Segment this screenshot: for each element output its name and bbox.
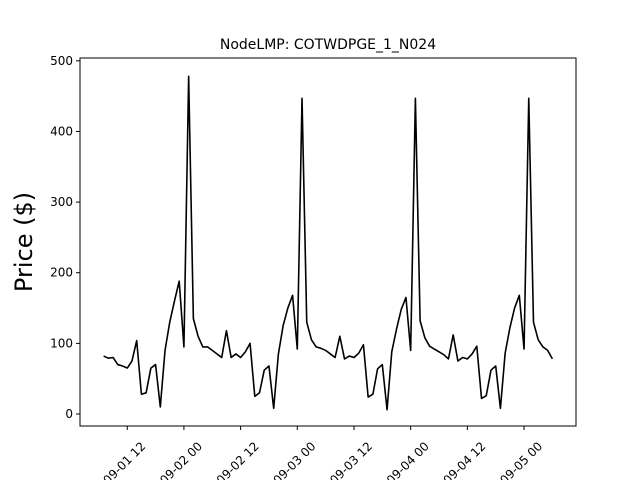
x-tick-label: 09-05 00 bbox=[497, 439, 545, 480]
x-tick-label: 09-04 00 bbox=[384, 439, 432, 480]
y-tick-label: 300 bbox=[50, 195, 73, 209]
y-tick-label: 100 bbox=[50, 336, 73, 350]
y-tick-label: 0 bbox=[65, 407, 73, 421]
plot-frame bbox=[79, 57, 577, 427]
y-tick-label: 500 bbox=[50, 54, 73, 68]
y-tick-label: 400 bbox=[50, 124, 73, 138]
x-tick-label: 09-04 12 bbox=[440, 439, 488, 480]
x-tick-label: 09-02 12 bbox=[214, 439, 262, 480]
chart-title: NodeLMP: COTWDPGE_1_N024 bbox=[220, 37, 436, 53]
x-tick-label: 09-01 12 bbox=[100, 439, 148, 480]
y-tick-label: 200 bbox=[50, 266, 73, 280]
x-tick-label: 09-03 00 bbox=[270, 439, 318, 480]
y-axis-label: Price ($) bbox=[10, 192, 38, 292]
price-line bbox=[103, 75, 554, 411]
x-tick-label: 09-02 00 bbox=[157, 439, 205, 480]
x-tick-label: 09-03 12 bbox=[327, 439, 375, 480]
